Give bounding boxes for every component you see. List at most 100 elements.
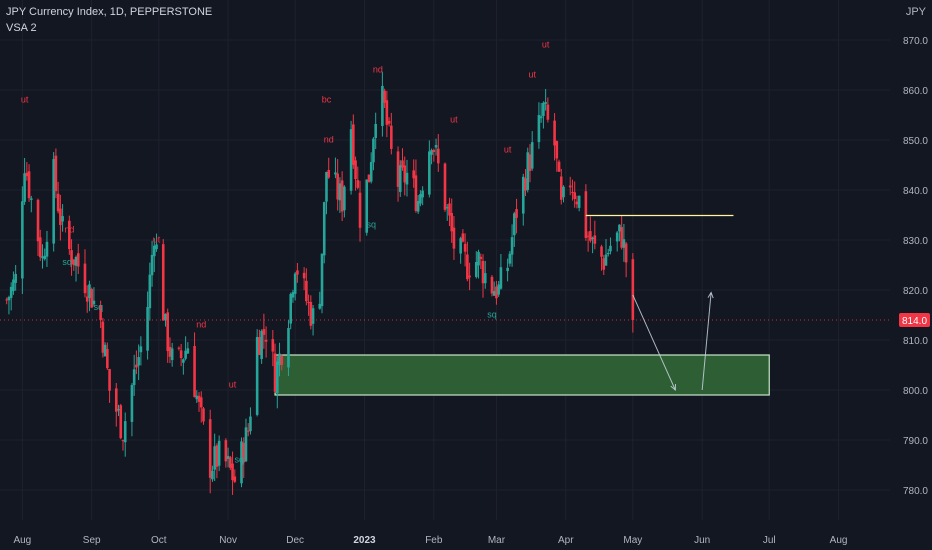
y-tick-label: 850.0: [903, 136, 928, 147]
candle-body: [233, 476, 237, 482]
indicator-label[interactable]: VSA 2: [6, 22, 37, 34]
candle-body: [506, 267, 509, 272]
candle-body: [477, 251, 480, 266]
candle-body: [76, 253, 80, 267]
candle-body: [56, 193, 60, 212]
candle-body: [240, 441, 243, 484]
candle-body: [184, 350, 187, 359]
candle-body: [562, 186, 565, 198]
candle-body: [152, 245, 156, 257]
candle-body: [43, 255, 47, 260]
y-tick-label: 830.0: [903, 236, 928, 247]
candle-body: [177, 347, 181, 349]
candle-body: [553, 120, 556, 146]
candle-body: [463, 243, 467, 252]
candle-body: [45, 241, 49, 257]
vsa-marker-nd: nd: [373, 65, 383, 75]
candle-body: [14, 273, 17, 283]
candle-body: [229, 457, 232, 468]
candle-body: [416, 201, 420, 212]
candle-body: [367, 174, 371, 183]
candle-body: [5, 299, 9, 301]
candle-body: [117, 409, 120, 411]
candle-body: [452, 227, 456, 249]
candle-body: [275, 361, 279, 394]
candle-body: [434, 145, 438, 148]
candle-body: [483, 273, 487, 284]
vsa-marker-bc: bc: [322, 95, 332, 105]
candle-body: [59, 208, 62, 226]
candle-body: [202, 408, 205, 422]
candle-body: [479, 256, 483, 260]
candle-body: [631, 259, 635, 320]
candle-body: [620, 227, 623, 248]
projection-line: [632, 294, 676, 391]
candle-body: [584, 191, 588, 238]
x-tick-label: May: [623, 535, 642, 546]
candle-body: [211, 470, 214, 480]
candle-body: [593, 235, 597, 244]
candle-body: [354, 160, 357, 180]
candle-body: [197, 395, 201, 402]
candle-body: [72, 259, 76, 266]
x-tick-label: Mar: [488, 535, 506, 546]
candle-body: [226, 456, 230, 459]
candle-body: [231, 463, 234, 481]
candle-body: [497, 284, 500, 295]
candle-body: [356, 180, 360, 188]
y-tick-label: 800.0: [903, 386, 928, 397]
candle-body: [90, 289, 93, 308]
candle-body: [322, 202, 326, 256]
candle-body: [119, 405, 123, 439]
candle-body: [606, 252, 610, 255]
candle-body: [443, 163, 447, 210]
candle-body: [414, 175, 418, 211]
candle-body: [21, 201, 24, 279]
price-axis[interactable]: 780.0 790.0 800.0 810.0 820.0 830.0 840.0 850.0…: [899, 36, 930, 497]
candle-body: [61, 216, 64, 222]
y-tick-label: 790.0: [903, 436, 928, 447]
x-tick-label: Dec: [286, 535, 304, 546]
candle-body: [530, 142, 534, 169]
candle-body: [513, 213, 516, 236]
candle-body: [70, 250, 73, 264]
candle-body: [475, 262, 478, 277]
candle-body: [280, 356, 284, 366]
vsa-marker-nd: nd: [196, 320, 206, 330]
vsa-marker-ut: ut: [528, 70, 536, 80]
candle-body: [302, 272, 306, 279]
vsa-marker-nd: nd: [64, 225, 74, 235]
candle-body: [336, 173, 339, 200]
candle-body: [249, 416, 252, 432]
time-axis[interactable]: Aug Sep Oct Nov Dec 2023 Feb Mar Apr May Jun Jul Aug: [13, 535, 847, 546]
axis-currency-label: JPY: [905, 6, 926, 18]
candle-body: [459, 238, 462, 254]
candle-body: [334, 172, 337, 175]
candle-body: [186, 348, 190, 354]
candle-body: [193, 346, 196, 398]
candle-body: [255, 336, 259, 415]
x-tick-label: Feb: [425, 535, 443, 546]
candle-body: [311, 308, 315, 324]
candle-body: [23, 173, 26, 202]
y-tick-label: 870.0: [903, 36, 928, 47]
candle-body: [573, 192, 576, 200]
y-tick-label: 780.0: [903, 486, 928, 497]
candle-body: [546, 104, 550, 120]
candle-body: [27, 171, 31, 199]
candle-body: [568, 185, 572, 188]
candle-body: [179, 350, 183, 359]
vsa-marker-ut: ut: [450, 115, 458, 125]
candle-body: [499, 267, 503, 289]
candle-body: [450, 213, 454, 232]
candle-body: [571, 191, 574, 193]
candle-body: [436, 148, 440, 164]
candle-body: [343, 186, 346, 211]
candle-body: [38, 237, 42, 258]
candle-body: [461, 233, 465, 242]
symbol-title[interactable]: JPY Currency Index, 1D, PEPPERSTONE: [6, 6, 213, 18]
candle-body: [383, 90, 386, 103]
x-tick-label: Jul: [763, 535, 776, 546]
x-tick-label: Nov: [219, 535, 237, 546]
